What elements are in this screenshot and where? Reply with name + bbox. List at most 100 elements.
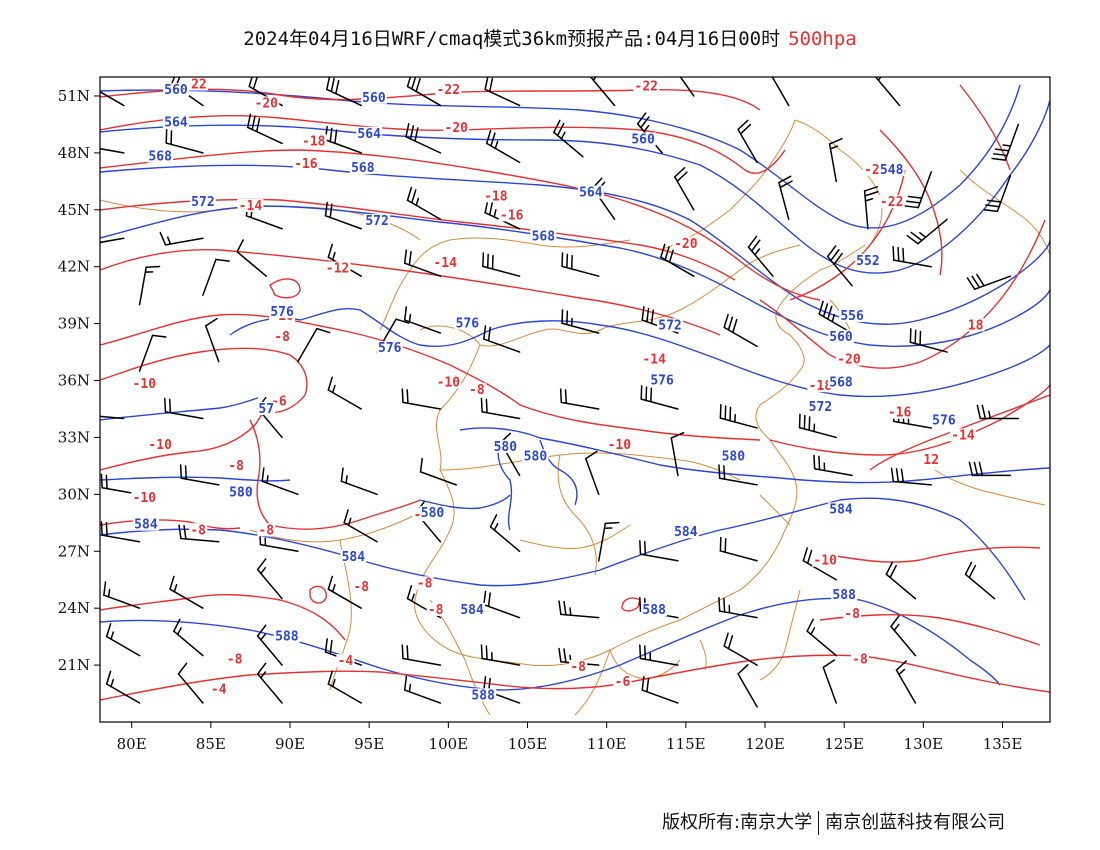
temperature-contour-label: -10	[813, 554, 837, 569]
wind-barb	[798, 413, 837, 439]
height-contour-label: 572	[809, 400, 832, 415]
temperature-contour-label-bg	[415, 576, 434, 590]
wind-barb	[401, 644, 442, 666]
height-contour-label: 584	[460, 603, 484, 618]
title-main: 2024年04月16日WRF/cmaq模式36km预报产品:04月16日00时	[243, 28, 781, 50]
temperature-contour-label-bg	[426, 602, 445, 616]
temperature-contour-label-bg	[641, 352, 668, 366]
wind-barb	[826, 245, 853, 287]
temperature-contour-label: 18	[968, 318, 984, 333]
height-contour-label-bg	[257, 401, 276, 415]
temperature-contour-label-bg	[633, 79, 660, 93]
wind-barb	[964, 561, 996, 600]
height-contour-label: 584	[342, 550, 366, 565]
lat-tick-label: 33N	[58, 428, 90, 446]
wind-barb	[236, 239, 267, 277]
wind-barb	[100, 147, 125, 154]
wind-barb	[401, 388, 442, 410]
height-contour-label-bg	[492, 439, 519, 453]
height-contour-label: 560	[829, 330, 853, 345]
wind-barb	[256, 624, 283, 666]
lon-tick-label: 130E	[904, 735, 944, 753]
lon-tick-label: 85E	[196, 735, 226, 753]
wind-barb	[719, 404, 758, 429]
lat-tick-label: 45N	[58, 201, 90, 219]
temperature-contour-label-bg	[498, 208, 525, 222]
temperature-contour-label-bg	[147, 437, 174, 451]
temperature-contour-label-bg	[807, 379, 834, 393]
wind-barb	[968, 461, 1012, 477]
wind-barb	[718, 464, 758, 486]
wind-barb	[480, 397, 521, 420]
temperature-contour-label-bg	[835, 352, 862, 366]
axis-layer: 80E 85E 90E 95E 100E 105E 110E 115E 120E 125E 130E…	[58, 87, 1023, 753]
height-contour-label-bg	[419, 506, 446, 520]
wind-barb	[485, 129, 521, 164]
temperature-contour-label-bg	[886, 405, 913, 419]
height-contour-label: 580	[524, 449, 548, 464]
height-contour-layer	[100, 84, 1050, 691]
temperature-contour-label: -8	[258, 523, 274, 538]
wind-barb	[802, 547, 837, 581]
wind-barb	[660, 243, 695, 277]
wind-barb	[406, 77, 442, 107]
wind-barb	[778, 175, 793, 221]
temperature-contour-label-bg	[812, 553, 839, 567]
height-contour-label-bg	[356, 126, 383, 140]
height-contour-label-bg	[807, 399, 834, 413]
wind-barb	[419, 457, 457, 486]
wind-barb	[105, 623, 141, 657]
lat-tick-label: 21N	[58, 656, 90, 674]
wind-barb	[822, 659, 837, 704]
lon-tick-label: 125E	[824, 735, 864, 753]
wind-barb	[892, 246, 932, 268]
height-contour-label-bg	[147, 149, 174, 163]
temperature-contour-label: -16	[888, 406, 912, 421]
temperature-contour-label: -22	[880, 195, 903, 210]
wind-barb	[327, 670, 362, 704]
height-contour-label: 568	[532, 229, 556, 244]
wind-barb	[105, 670, 141, 704]
height-contour-label-bg	[878, 162, 905, 176]
height-contour-label-bg	[189, 195, 216, 209]
temperature-contour-label-bg	[613, 675, 632, 689]
wind-barb	[771, 77, 790, 107]
wind-barb	[256, 662, 283, 704]
wind-barb	[256, 558, 283, 600]
height-contour-label-bg	[454, 316, 481, 330]
temperature-contour-label-bg	[257, 523, 276, 537]
temperature-contour-label-bg	[966, 318, 985, 332]
wind-barb	[103, 581, 141, 609]
temperature-contour-label-bg	[443, 121, 470, 135]
height-contour-label: 588	[275, 630, 299, 645]
wind-barb	[178, 524, 220, 543]
temperature-contour-label: -6	[615, 675, 631, 690]
temperature-contour-label: -8	[852, 652, 868, 667]
height-contour-label: 584	[134, 518, 158, 533]
wind-barb	[261, 467, 299, 496]
temperature-contour-label-bg	[131, 377, 158, 391]
wind-barb	[340, 467, 378, 496]
temperature-contour-label: -18	[809, 379, 833, 394]
height-contour-label-bg	[132, 517, 159, 531]
temperature-contour-label-bg	[209, 682, 228, 696]
height-contour-label: 588	[832, 588, 856, 603]
wind-barb	[828, 137, 843, 183]
wind-barb	[640, 385, 679, 410]
lon-tick-label: 120E	[745, 735, 785, 753]
wind-barb	[639, 644, 679, 666]
wind-barb	[324, 125, 362, 154]
temperature-contour-label: -8	[190, 523, 206, 538]
height-contour-label: 588	[471, 688, 495, 703]
height-contour-label-bg	[649, 373, 676, 387]
wind-barb	[327, 376, 362, 410]
temperature-contour-label: -18	[484, 189, 508, 204]
wind-barb	[100, 237, 125, 244]
height-contour-label-bg	[720, 449, 747, 463]
lon-tick-label: 110E	[587, 735, 627, 753]
wind-barb	[177, 662, 204, 704]
wind-barb	[895, 660, 917, 704]
wind-barb	[482, 252, 521, 277]
wind-barb	[173, 618, 204, 657]
wind-barb	[670, 431, 685, 477]
